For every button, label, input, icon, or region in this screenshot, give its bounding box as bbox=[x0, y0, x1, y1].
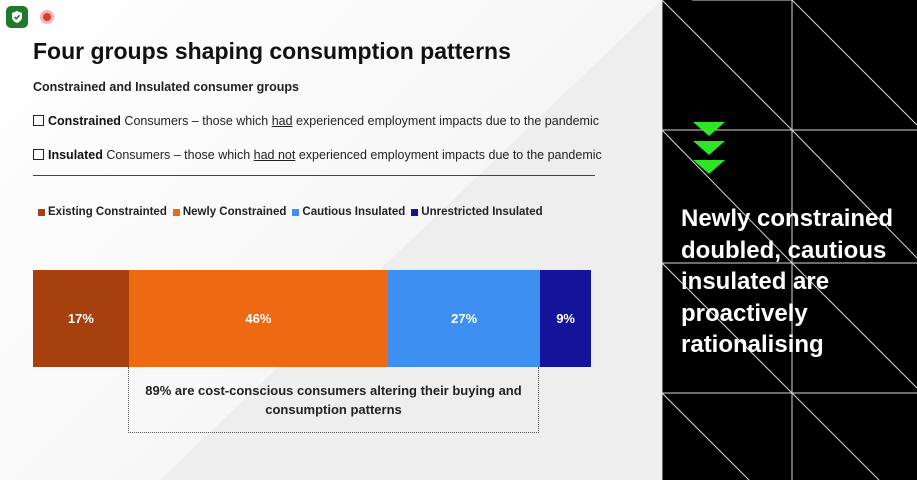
legend-label: Existing Constrainted bbox=[48, 206, 167, 218]
legend-swatch bbox=[172, 208, 180, 216]
stacked-bar-chart: 17% 46% 27% 9% bbox=[33, 270, 591, 367]
slide-subtitle: Constrained and Insulated consumer group… bbox=[33, 80, 300, 94]
legend-item: Unrestricted Insulated bbox=[411, 206, 543, 218]
panel-grid-pattern bbox=[662, 0, 917, 480]
shield-check-icon[interactable] bbox=[6, 6, 28, 28]
definition-constrained: Constrained Consumers – those which had … bbox=[33, 113, 623, 129]
panel-line: proactively bbox=[681, 299, 808, 327]
definition-term: Insulated bbox=[48, 148, 103, 162]
definition-emphasis: had not bbox=[253, 148, 296, 162]
record-icon[interactable] bbox=[40, 10, 54, 24]
checkbox-icon bbox=[33, 149, 44, 160]
legend-swatch bbox=[411, 208, 419, 216]
panel-headline: Newly constrained doubled, cautious insu… bbox=[681, 203, 913, 361]
definition-term: Constrained bbox=[48, 114, 121, 128]
side-panel: Newly constrained doubled, cautious insu… bbox=[662, 0, 917, 480]
legend-item: Existing Constrainted bbox=[38, 206, 167, 218]
panel-line: Newly constrained bbox=[681, 205, 894, 232]
definition-insulated: Insulated Consumers – those which had no… bbox=[33, 147, 623, 163]
meeting-toolbar bbox=[0, 0, 662, 34]
slide-title: Four groups shaping consumption patterns bbox=[33, 38, 511, 64]
bar-segment: 27% bbox=[388, 270, 541, 367]
legend-label: Cautious Insulated bbox=[302, 206, 406, 218]
legend-item: Cautious Insulated bbox=[292, 206, 405, 218]
legend-swatch bbox=[38, 208, 45, 216]
definition-text: experienced employment impacts due to th… bbox=[295, 148, 602, 162]
divider-line bbox=[33, 175, 595, 176]
panel-line: doubled, cautious bbox=[681, 236, 887, 264]
legend-label: Newly Constrained bbox=[182, 206, 287, 218]
bar-value-label: 27% bbox=[451, 311, 478, 326]
bar-segment: 9% bbox=[540, 270, 591, 367]
bar-value-label: 46% bbox=[245, 311, 272, 326]
legend-item: Newly Constrained bbox=[172, 206, 287, 218]
definition-text: experienced employment impacts due to th… bbox=[292, 114, 599, 128]
legend-label: Unrestricted Insulated bbox=[421, 206, 543, 218]
bar-segment: 46% bbox=[128, 270, 389, 367]
checkbox-icon bbox=[33, 115, 44, 126]
annotation-text: 89% are cost-conscious consumers alterin… bbox=[145, 382, 522, 417]
chart-annotation: 89% are cost-conscious consumers alterin… bbox=[128, 367, 539, 433]
panel-line: insulated are bbox=[681, 268, 830, 295]
chevron-down-icon bbox=[693, 122, 725, 174]
definition-emphasis: had bbox=[271, 114, 293, 128]
bar-segment: 17% bbox=[33, 270, 129, 367]
bar-value-label: 17% bbox=[67, 311, 94, 326]
legend-swatch bbox=[292, 208, 300, 216]
bar-value-label: 9% bbox=[556, 311, 575, 326]
definition-text: Consumers – those which bbox=[120, 114, 272, 128]
presentation-slide: Four groups shaping consumption patterns… bbox=[0, 0, 662, 480]
panel-line: rationalising bbox=[681, 331, 824, 358]
definition-text: Consumers – those which bbox=[102, 148, 254, 162]
chart-legend: Existing Constrainted Newly Constrained Ca… bbox=[38, 206, 543, 218]
record-dot bbox=[43, 13, 51, 21]
